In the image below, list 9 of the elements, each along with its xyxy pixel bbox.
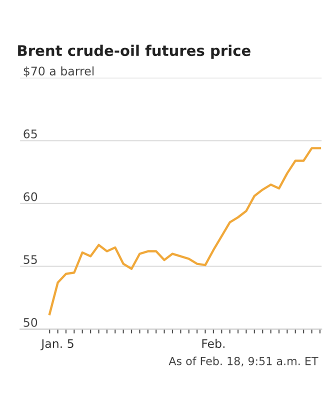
y-tick-label: 50 [24, 318, 38, 327]
x-tick-label: Jan. 5 [40, 339, 74, 350]
y-tick-label: $70 a barrel [24, 66, 94, 78]
y-tick-label: 60 [24, 192, 38, 202]
text: As of Feb. 18, 9:51 a.m. ET [168, 356, 318, 366]
y-tick-label: 55 [24, 255, 37, 264]
chart-title: Brent crude-oil futures price [18, 44, 250, 59]
y-tick-label: 65 [24, 129, 37, 138]
x-tick-label: Feb. [202, 338, 225, 348]
